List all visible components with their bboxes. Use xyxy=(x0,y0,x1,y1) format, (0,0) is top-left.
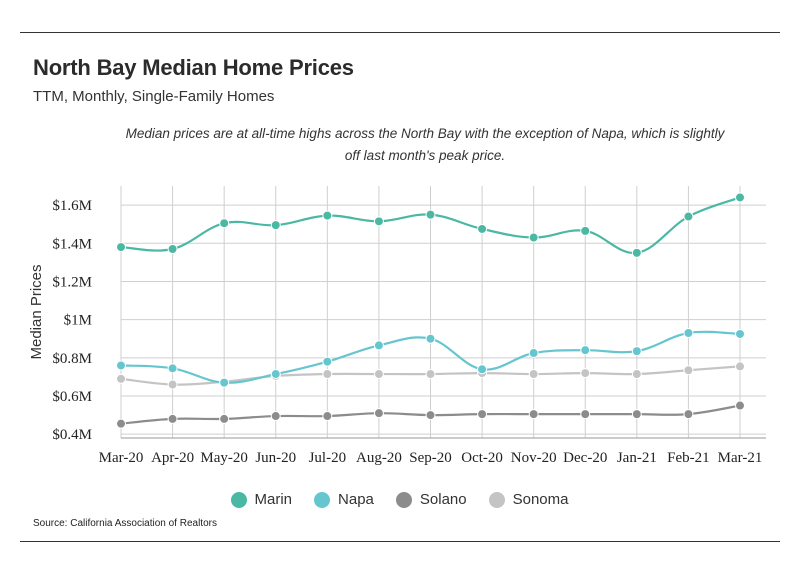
napa-point xyxy=(735,328,745,339)
napa-point xyxy=(270,369,281,380)
chart-annotation: Median prices are at all-time highs acro… xyxy=(125,126,725,163)
legend-item-marin: Marin xyxy=(230,491,293,508)
legend-item-sonoma: Sonoma xyxy=(488,491,569,508)
solano-point xyxy=(270,411,281,422)
x-tick-label: Feb-21 xyxy=(667,450,710,466)
sonoma-point xyxy=(683,365,694,376)
solano-point xyxy=(477,409,488,420)
y-tick-label: $1.4M xyxy=(52,236,92,252)
y-tick-label: $0.4M xyxy=(52,427,92,443)
x-tick-label: Sep-20 xyxy=(409,450,452,466)
napa-point xyxy=(528,348,539,359)
x-tick-label: Jul-20 xyxy=(309,450,347,466)
marin-point xyxy=(631,247,642,258)
x-tick-label: Mar-21 xyxy=(718,450,763,466)
legend-item-napa: Napa xyxy=(314,491,374,508)
marin-point xyxy=(322,210,333,221)
sonoma-point xyxy=(116,373,126,384)
sonoma-point xyxy=(373,369,384,380)
sonoma-point xyxy=(167,379,178,390)
solano-point xyxy=(425,410,436,421)
x-tick-label: May-20 xyxy=(200,450,248,466)
y-tick-label: $1M xyxy=(64,313,92,329)
solano-point xyxy=(219,413,230,424)
sonoma-point xyxy=(580,368,591,379)
y-tick-label: $0.8M xyxy=(52,351,92,367)
napa-point xyxy=(373,340,384,351)
napa-point xyxy=(683,328,694,338)
sonoma-point xyxy=(322,369,333,380)
marin-point xyxy=(167,244,178,254)
x-tick-label: Apr-20 xyxy=(151,450,194,466)
legend-swatch xyxy=(314,491,331,508)
marin-point xyxy=(425,209,436,220)
marin-point xyxy=(683,211,694,222)
x-tick-label: Oct-20 xyxy=(461,450,503,466)
y-tick-label: $1.2M xyxy=(52,274,92,290)
legend: Marin Napa Solano Sonoma xyxy=(0,491,799,508)
legend-swatch xyxy=(395,491,412,508)
marin-point xyxy=(528,232,539,243)
solano-point xyxy=(373,408,384,419)
solano-point xyxy=(322,411,333,422)
marin-point xyxy=(219,218,230,229)
marin-point xyxy=(477,223,488,234)
marin-point xyxy=(270,220,281,231)
x-tick-label: Nov-20 xyxy=(511,450,557,466)
x-tick-label: Mar-20 xyxy=(99,450,144,466)
sonoma-point xyxy=(735,361,745,372)
x-tick-label: Jun-20 xyxy=(255,450,296,466)
solano-point xyxy=(580,409,591,420)
y-tick-label: $1.6M xyxy=(52,198,92,214)
marin-point xyxy=(580,225,591,236)
axes: $0.4M $0.6M $0.8M $1M $1.2M $1.4M $1.6M Mar-20 A… xyxy=(52,198,766,466)
chart-title: North Bay Median Home Prices xyxy=(33,55,354,80)
sonoma-point xyxy=(631,369,642,380)
chart-subtitle: TTM, Monthly, Single-Family Homes xyxy=(33,88,275,105)
solano-point xyxy=(631,409,642,420)
legend-label: Solano xyxy=(419,491,467,508)
gridlines xyxy=(120,186,766,438)
legend-item-solano: Solano xyxy=(395,491,467,508)
legend-swatch xyxy=(230,491,247,508)
napa-point xyxy=(322,356,333,367)
legend-label: Napa xyxy=(338,491,374,508)
napa-point xyxy=(219,377,230,388)
legend-label: Marin xyxy=(254,491,293,508)
y-tick-label: $0.6M xyxy=(52,389,92,405)
x-tick-label: Aug-20 xyxy=(356,450,402,466)
series-points xyxy=(116,192,745,429)
napa-point xyxy=(631,346,642,357)
marin-point xyxy=(735,192,745,203)
napa-point xyxy=(167,363,178,374)
solano-point xyxy=(116,418,126,429)
napa-point xyxy=(116,360,126,371)
solano-point xyxy=(735,400,745,411)
napa-point xyxy=(425,333,436,344)
marin-point xyxy=(116,242,126,253)
bottom-rule xyxy=(20,541,780,542)
solano-point xyxy=(528,409,539,420)
marin-point xyxy=(373,216,384,227)
source-note: Source: California Association of Realto… xyxy=(33,518,217,529)
top-rule xyxy=(20,32,780,33)
sonoma-point xyxy=(425,369,436,380)
legend-label: Sonoma xyxy=(512,491,569,508)
x-tick-label: Dec-20 xyxy=(563,450,607,466)
y-axis-label: Median Prices xyxy=(28,264,45,359)
solano-point xyxy=(683,409,694,420)
napa-point xyxy=(580,345,591,356)
solano-point xyxy=(167,413,178,424)
legend-swatch xyxy=(488,491,505,508)
napa-point xyxy=(477,364,488,375)
x-tick-label: Jan-21 xyxy=(617,450,657,466)
sonoma-point xyxy=(528,369,539,380)
